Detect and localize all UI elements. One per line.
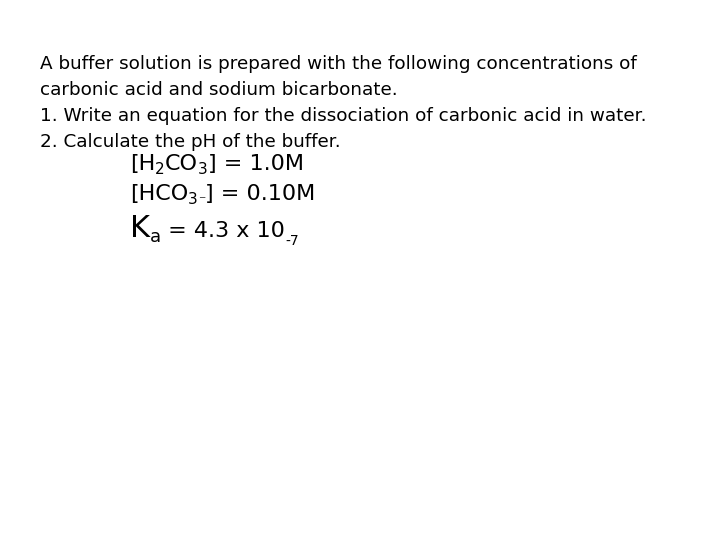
Text: [H: [H	[130, 154, 156, 174]
Text: carbonic acid and sodium bicarbonate.: carbonic acid and sodium bicarbonate.	[40, 81, 397, 99]
Text: -7: -7	[285, 234, 299, 248]
Text: 2: 2	[156, 162, 165, 177]
Text: 3: 3	[188, 192, 198, 207]
Text: ] = 1.0M: ] = 1.0M	[207, 154, 304, 174]
Text: 2. Calculate the pH of the buffer.: 2. Calculate the pH of the buffer.	[40, 133, 341, 151]
Text: 3: 3	[198, 162, 207, 177]
Text: K: K	[130, 214, 150, 243]
Text: ⁻: ⁻	[198, 194, 205, 208]
Text: 1. Write an equation for the dissociation of carbonic acid in water.: 1. Write an equation for the dissociatio…	[40, 107, 647, 125]
Text: A buffer solution is prepared with the following concentrations of: A buffer solution is prepared with the f…	[40, 55, 636, 73]
Text: a: a	[150, 228, 161, 246]
Text: = 4.3 x 10: = 4.3 x 10	[161, 221, 285, 241]
Text: CO: CO	[165, 154, 198, 174]
Text: ] = 0.10M: ] = 0.10M	[205, 184, 315, 204]
Text: [HCO: [HCO	[130, 184, 188, 204]
